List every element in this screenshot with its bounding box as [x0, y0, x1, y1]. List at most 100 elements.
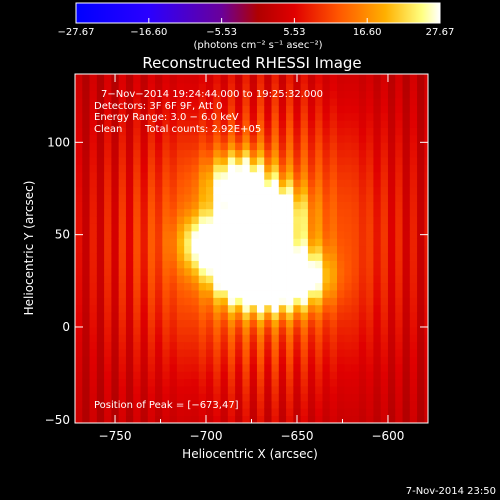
heatmap-cell: [220, 120, 229, 128]
heatmap-cell: [82, 142, 90, 151]
heatmap-cell: [184, 371, 192, 380]
heatmap-cell: [191, 105, 200, 114]
heatmap-cell: [162, 334, 171, 343]
heatmap-cell: [96, 74, 105, 77]
heatmap-cell: [227, 363, 236, 372]
heatmap-cell: [387, 171, 396, 180]
heatmap-cell: [191, 201, 200, 210]
heatmap-cell: [176, 371, 185, 380]
heatmap-cell: [140, 105, 149, 114]
heatmap-cell: [286, 363, 294, 372]
heatmap-cell: [402, 112, 411, 121]
heatmap-cell: [278, 245, 287, 254]
heatmap-cell: [366, 334, 374, 343]
heatmap-cell: [373, 363, 382, 372]
heatmap-cell: [249, 326, 258, 335]
heatmap-cell: [242, 83, 251, 92]
heatmap-cell: [227, 312, 236, 320]
heatmap-cell: [315, 120, 323, 128]
heatmap-cell: [89, 74, 98, 77]
heatmap-cell: [242, 75, 251, 84]
heatmap-cell: [104, 74, 112, 77]
heatmap-cell: [358, 371, 367, 380]
heatmap-cell: [315, 386, 323, 394]
heatmap-cell: [322, 127, 331, 136]
heatmap-cell: [176, 275, 185, 284]
heatmap-cell: [82, 349, 90, 357]
heatmap-cell: [424, 74, 428, 77]
heatmap-cell: [395, 408, 403, 417]
heatmap-cell: [387, 378, 396, 387]
heatmap-cell: [125, 378, 134, 387]
heatmap-cell: [220, 194, 229, 202]
heatmap-cell: [169, 363, 178, 372]
heatmap-cell: [118, 238, 127, 247]
heatmap-cell: [293, 134, 302, 143]
heatmap-cell: [82, 386, 90, 394]
heatmap-cell: [409, 208, 418, 217]
heatmap-cell: [402, 208, 411, 217]
heatmap-cell: [206, 98, 214, 106]
heatmap-cell: [104, 164, 112, 173]
heatmap-cell: [271, 194, 280, 202]
heatmap-cell: [315, 105, 323, 114]
heatmap-cell: [96, 415, 105, 423]
heatmap-cell: [227, 74, 236, 77]
heatmap-cell: [220, 363, 229, 372]
heatmap-cell: [191, 415, 200, 423]
heatmap-cell: [300, 230, 309, 239]
heatmap-cell: [337, 349, 345, 357]
heatmap-cell: [315, 238, 323, 247]
heatmap-cell: [82, 341, 90, 350]
heatmap-cell: [329, 238, 338, 247]
heatmap-cell: [111, 216, 120, 224]
heatmap-cell: [133, 230, 141, 239]
heatmap-cell: [300, 267, 309, 276]
heatmap-cell: [184, 127, 192, 136]
heatmap-cell: [125, 186, 134, 195]
heatmap-cell: [75, 253, 83, 261]
heatmap-cell: [191, 304, 200, 313]
heatmap-cell: [227, 304, 236, 313]
heatmap-cell: [387, 386, 396, 394]
heatmap-cell: [118, 186, 127, 195]
heatmap-cell: [402, 341, 411, 350]
heatmap-cell: [191, 312, 200, 320]
heatmap-cell: [315, 304, 323, 313]
heatmap-cell: [191, 371, 200, 380]
heatmap-cell: [242, 127, 251, 136]
heatmap-cell: [169, 134, 178, 143]
heatmap-cell: [220, 297, 229, 306]
heatmap-cell: [256, 245, 265, 254]
heatmap-cell: [402, 275, 411, 284]
heatmap-cell: [125, 164, 134, 173]
heatmap-cell: [373, 149, 382, 158]
heatmap-cell: [395, 319, 403, 328]
heatmap-cell: [176, 171, 185, 180]
heatmap-cell: [235, 356, 243, 365]
heatmap-cell: [89, 260, 98, 269]
heatmap-cell: [162, 186, 171, 195]
heatmap-cell: [395, 201, 403, 210]
heatmap-cell: [373, 157, 382, 165]
heatmap-cell: [315, 408, 323, 417]
heatmap-cell: [169, 157, 178, 165]
heatmap-cell: [184, 164, 192, 173]
heatmap-cell: [424, 112, 428, 121]
heatmap-cell: [96, 134, 105, 143]
heatmap-cell: [220, 134, 229, 143]
heatmap-cell: [387, 393, 396, 402]
x-axis-label: Heliocentric X (arcsec): [182, 447, 318, 461]
heatmap-cell: [249, 408, 258, 417]
heatmap-cell: [140, 371, 149, 380]
heatmap-cell: [293, 356, 302, 365]
heatmap-cell: [133, 83, 141, 92]
heatmap-cell: [242, 216, 251, 224]
heatmap-cell: [373, 253, 382, 261]
heatmap-cell: [351, 157, 360, 165]
heatmap-cell: [140, 216, 149, 224]
heatmap-cell: [82, 149, 90, 158]
heatmap-cell: [249, 312, 258, 320]
heatmap-cell: [75, 194, 83, 202]
heatmap-cell: [111, 105, 120, 114]
